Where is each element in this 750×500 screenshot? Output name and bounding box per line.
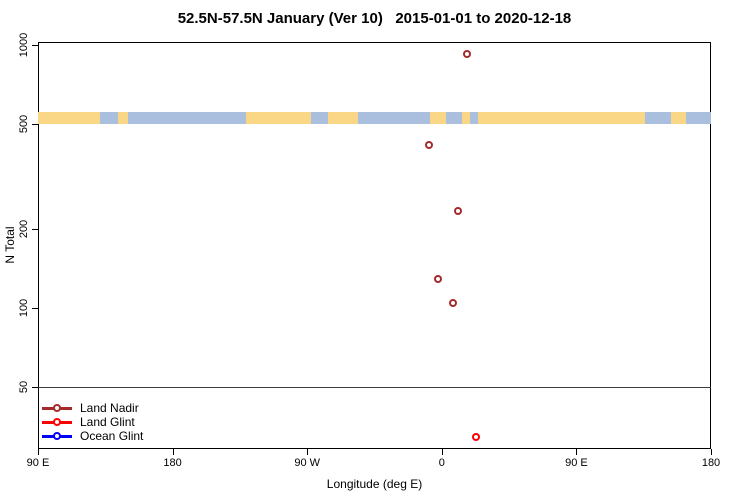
y-tick-label: 50 <box>18 380 30 394</box>
x-tick-mark <box>307 449 309 455</box>
data-point-land-glint <box>472 433 481 442</box>
x-tick-label: 90 W <box>294 457 321 469</box>
x-tick-mark <box>38 449 39 455</box>
map-band-segment-ocean <box>645 112 672 125</box>
map-band-segment-ocean <box>686 112 711 125</box>
data-point-land-nadir <box>433 275 442 284</box>
y-tick-label: 1000 <box>18 33 30 58</box>
y-tick-mark <box>32 228 38 230</box>
legend-label: Ocean Glint <box>80 429 144 443</box>
legend-circle-symbol <box>53 432 61 440</box>
legend-circle-symbol <box>53 404 61 412</box>
map-band-segment-land <box>478 112 646 125</box>
map-band-segment-land <box>430 112 446 125</box>
y-tick-mark <box>32 45 38 47</box>
map-band-segment-land <box>38 112 100 125</box>
x-tick-label: 90 E <box>565 457 588 469</box>
legend-circle-symbol <box>53 418 61 426</box>
data-point-land-nadir <box>425 141 434 150</box>
y-tick-label: 100 <box>18 298 30 318</box>
map-band-segment-ocean <box>470 112 479 125</box>
x-tick-label: 0 <box>438 457 445 469</box>
reference-line <box>38 386 711 388</box>
y-tick-label: 500 <box>18 115 30 134</box>
map-band-segment-land <box>671 112 687 125</box>
data-point-land-nadir <box>448 298 457 307</box>
chart-title: 52.5N-57.5N January (Ver 10) 2015-01-01 … <box>177 10 572 27</box>
y-tick-mark <box>32 386 38 388</box>
x-tick-mark <box>576 449 578 455</box>
map-band-segment-ocean <box>358 112 431 125</box>
data-point-land-nadir <box>454 207 463 216</box>
map-band-segment-land <box>245 112 312 125</box>
map-band-segment-land <box>118 112 129 125</box>
legend-label: Land Glint <box>80 415 135 429</box>
map-band-segment-ocean <box>311 112 329 125</box>
x-tick-label: 180 <box>701 457 721 469</box>
map-band-segment-land <box>328 112 359 125</box>
y-tick-mark <box>32 307 38 309</box>
x-tick-mark <box>441 449 443 455</box>
plot-area <box>38 42 711 449</box>
x-tick-mark <box>711 449 712 455</box>
x-tick-label: 90 E <box>26 457 50 469</box>
map-band-segment-ocean <box>99 112 119 125</box>
map-band-segment-ocean <box>128 112 246 125</box>
y-tick-mark <box>32 124 38 126</box>
y-tick-label: 200 <box>18 219 30 239</box>
data-point-land-nadir <box>462 50 471 59</box>
x-axis-label: Longitude (deg E) <box>326 477 423 491</box>
x-tick-label: 180 <box>163 457 182 469</box>
map-band-segment-ocean <box>445 112 462 125</box>
legend-label: Land Nadir <box>80 401 139 415</box>
y-axis-label: N Total <box>3 226 17 264</box>
map-band-segment-land <box>461 112 471 125</box>
x-tick-mark <box>172 449 174 455</box>
